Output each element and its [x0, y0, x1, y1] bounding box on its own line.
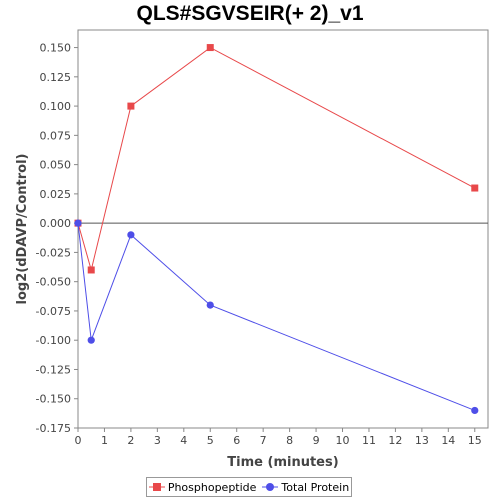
- y-tick-label: 0.025: [40, 188, 72, 201]
- data-point-total-protein: [127, 231, 135, 239]
- y-tick-label: -0.050: [36, 276, 71, 289]
- series-group: [74, 44, 479, 415]
- circle-marker-icon: [262, 483, 279, 491]
- y-tick-label: 0.150: [40, 42, 72, 55]
- y-tick-label: -0.075: [36, 305, 71, 318]
- plot-area: [77, 29, 489, 429]
- x-tick-label: 6: [233, 434, 240, 447]
- x-tick-label: 10: [336, 434, 350, 447]
- y-tick-label: 0.075: [40, 129, 72, 142]
- x-tick-label: 1: [101, 434, 108, 447]
- data-point-total-protein: [74, 219, 82, 227]
- x-tick-label: 11: [362, 434, 376, 447]
- data-point-phosphopeptide: [471, 184, 479, 192]
- x-tick-label: 0: [75, 434, 82, 447]
- legend-item-phosphopeptide: Phosphopeptide: [148, 480, 257, 494]
- y-tick-label: -0.125: [36, 363, 71, 376]
- x-tick-label: 8: [286, 434, 293, 447]
- data-point-total-protein: [471, 406, 479, 415]
- y-tick-label: 0.000: [40, 217, 72, 230]
- y-tick-label: -0.025: [36, 246, 71, 259]
- legend-label-phosphopeptide: Phosphopeptide: [167, 480, 257, 494]
- legend-label-total-protein: Total Protein: [281, 480, 350, 494]
- x-tick-label: 12: [388, 434, 402, 447]
- data-point-phosphopeptide: [127, 102, 135, 110]
- data-point-phosphopeptide: [206, 44, 214, 52]
- data-point-total-protein: [87, 336, 95, 344]
- x-tick-label: 3: [154, 434, 161, 447]
- x-tick-label: 5: [207, 434, 214, 447]
- x-tick-label: 9: [313, 434, 320, 447]
- x-tick-label: 15: [468, 434, 482, 447]
- x-axis: 0 1 2 3 4 5 6 7 8 9 10 11 12 13 14 15: [75, 428, 482, 447]
- y-tick-label: -0.175: [36, 422, 71, 435]
- y-tick-label: 0.125: [40, 71, 72, 84]
- y-axis-title: log2(dDAVP/Control): [15, 154, 30, 305]
- chart-title: QLS#SGVSEIR(+ 2)_v1: [136, 2, 364, 25]
- x-tick-label: 7: [260, 434, 267, 447]
- data-point-phosphopeptide: [87, 266, 95, 274]
- y-tick-label: 0.050: [40, 159, 72, 172]
- y-tick-label: 0.100: [40, 100, 72, 113]
- legend-item-total-protein: Total Protein: [262, 481, 349, 494]
- data-point-total-protein: [206, 301, 214, 309]
- square-marker-icon: [148, 483, 165, 491]
- legend: Phosphopeptide Total Protein: [146, 477, 352, 497]
- y-axis: 0.150 0.125 0.100 0.075 0.050 0.025 0.000 -0.02…: [36, 42, 78, 435]
- x-tick-label: 4: [180, 434, 187, 447]
- x-axis-title: Time (minutes): [227, 455, 338, 470]
- x-tick-label: 2: [127, 434, 134, 447]
- y-tick-label: -0.150: [36, 393, 71, 406]
- x-tick-label: 13: [415, 434, 429, 447]
- x-tick-label: 14: [441, 434, 455, 447]
- y-tick-label: -0.100: [36, 334, 71, 347]
